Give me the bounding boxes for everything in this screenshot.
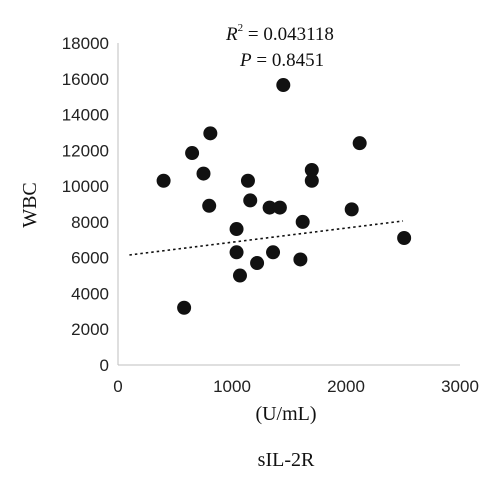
y-tick-label: 14000 — [62, 106, 109, 125]
x-axis-unit-label: (U/mL) — [255, 403, 316, 425]
data-point — [177, 300, 192, 315]
x-axis-ticks: 0 1000 2000 3000 — [113, 377, 479, 396]
data-point — [295, 214, 310, 229]
data-point — [262, 200, 277, 215]
data-point — [202, 198, 217, 213]
y-tick-label: 6000 — [71, 249, 109, 268]
data-point — [293, 252, 308, 267]
data-point — [304, 173, 319, 188]
y-tick-label: 16000 — [62, 70, 109, 89]
data-point — [185, 146, 200, 161]
data-point — [250, 256, 265, 271]
data-point — [196, 166, 211, 181]
y-tick-label: 18000 — [62, 34, 109, 53]
data-point — [397, 230, 412, 245]
y-axis-ticks: 0 2000 4000 6000 8000 10000 12000 14000 16000 180… — [62, 34, 109, 375]
x-axis-title: sIL-2R — [258, 449, 315, 471]
data-point — [240, 173, 255, 188]
data-point — [243, 193, 258, 208]
y-tick-label: 2000 — [71, 320, 109, 339]
data-points — [156, 78, 412, 315]
data-point — [232, 268, 247, 283]
y-tick-label: 8000 — [71, 213, 109, 232]
x-tick-label: 3000 — [441, 377, 479, 396]
data-point — [304, 163, 319, 178]
x-tick-label: 0 — [113, 377, 122, 396]
data-point — [203, 126, 218, 141]
y-tick-label: 0 — [100, 356, 109, 375]
trendline — [129, 220, 404, 256]
y-axis-title: WBC — [19, 182, 41, 228]
y-tick-label: 4000 — [71, 284, 109, 303]
data-point — [272, 200, 287, 215]
data-point — [266, 245, 281, 260]
data-point — [156, 173, 171, 188]
data-point — [276, 78, 291, 93]
p-value-annotation: P = 0.8451 — [239, 50, 324, 71]
r-squared-annotation: R2 = 0.043118 — [225, 22, 334, 45]
x-tick-label: 1000 — [213, 377, 251, 396]
data-point — [229, 245, 244, 260]
data-point — [352, 136, 367, 151]
data-point — [344, 202, 359, 217]
x-tick-label: 2000 — [327, 377, 365, 396]
y-tick-label: 12000 — [62, 141, 109, 160]
data-point — [229, 222, 244, 237]
y-tick-label: 10000 — [62, 177, 109, 196]
